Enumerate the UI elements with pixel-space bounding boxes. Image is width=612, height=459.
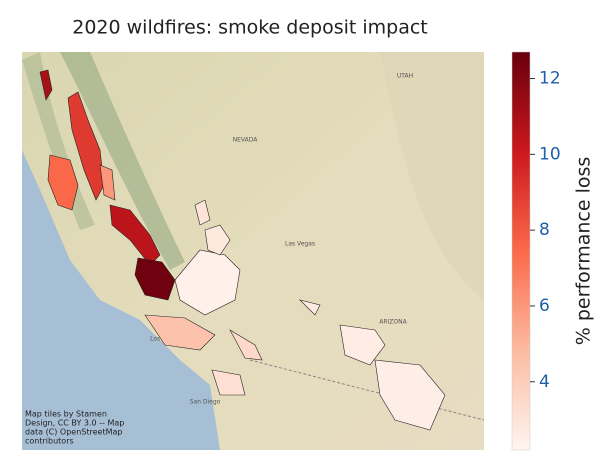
map-label: Las Vegas [285,241,315,248]
map-label: San Diego [190,399,221,406]
attribution: data (C) OpenStreetMap [25,428,123,437]
colorbar-tick-label: 12 [539,69,561,89]
fire-area [374,359,446,431]
attribution: contributors [25,437,74,446]
colorbar-tick-label: 10 [539,144,561,164]
map-label: ARIZONA [379,319,407,326]
fire-area [144,314,216,351]
fire-area [204,224,231,256]
fire-area [211,369,246,396]
fire-area [99,164,116,201]
fire-area [174,249,241,316]
fire-area [299,299,321,316]
title: 2020 wildfires: smoke deposit impact [72,17,428,39]
fire-area [339,324,386,366]
fire-area [47,154,79,211]
fire-area [229,329,263,361]
basemap [22,52,484,450]
colorbar-tick-label: 6 [539,296,550,316]
fire-area [194,199,211,226]
colorbar-label: % performance loss [573,157,595,346]
colorbar [511,51,531,451]
map-label: NEVADA [233,137,259,144]
colorbar-tick-label: 4 [539,372,550,392]
attribution: Map tiles by Stamen [25,410,107,419]
colorbar-tick-label: 8 [539,220,550,240]
attribution: Design, CC BY 3.0 -- Map [25,419,124,428]
fire-area [134,257,176,301]
map-label: UTAH [397,73,413,80]
fire-area [109,204,161,266]
fire-area [39,69,53,101]
